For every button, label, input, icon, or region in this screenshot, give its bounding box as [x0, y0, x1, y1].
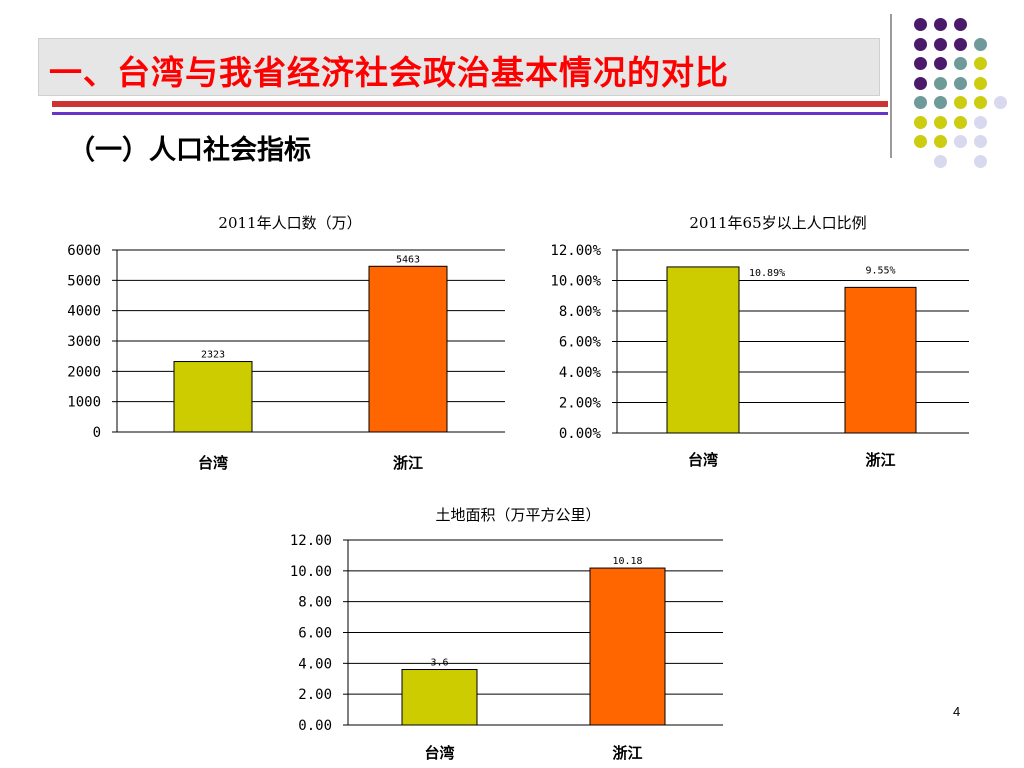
y-tick-label: 0.00 [298, 718, 332, 734]
decor-dot [934, 96, 947, 109]
data-label: 10.89% [749, 268, 785, 279]
decor-dot [974, 115, 987, 129]
decor-dot [954, 76, 967, 90]
data-label: 2323 [201, 350, 225, 361]
bar-taiwan [666, 266, 740, 434]
decor-dot [934, 154, 947, 168]
y-tick-label: 6000 [67, 243, 101, 259]
y-tick-label: 6.00% [559, 335, 602, 351]
slide-title: 一、台湾与我省经济社会政治基本情况的对比 [49, 53, 729, 92]
decor-dot-grid [900, 10, 1020, 170]
y-tick-label: 5000 [67, 273, 101, 289]
y-tick-label: 8.00 [298, 595, 332, 611]
y-tick-label: 4.00 [298, 656, 332, 672]
category-label: 台湾 [688, 451, 718, 469]
decor-dot [974, 37, 987, 51]
decor-dot [914, 135, 927, 148]
bar-zhejiang [368, 265, 448, 433]
chart-svg: 2011年人口数（万） 0 1000 2000 3000 4000 5000 6000 2323… [67, 214, 505, 472]
aged-ratio-chart: 2011年65岁以上人口比例 0.00% 2.00% 4.00% 6.00% 8.00% 1… [520, 200, 990, 485]
decor-dot [954, 135, 967, 148]
decor-dot [954, 57, 967, 70]
decor-dot [954, 96, 967, 109]
decor-dot [914, 96, 927, 109]
decor-dot [934, 115, 947, 129]
y-tick-label: 0.00% [559, 426, 602, 442]
bar-zhejiang [589, 567, 666, 726]
chart-title: 2011年65岁以上人口比例 [689, 214, 866, 232]
y-tick-label: 4.00% [559, 365, 602, 381]
decor-dot [914, 76, 927, 90]
y-tick-label: 10.00 [290, 564, 332, 580]
bar-zhejiang [844, 286, 917, 434]
data-label: 10.18 [612, 556, 642, 567]
decor-dot [914, 57, 927, 70]
decor-dot [914, 37, 927, 51]
decor-dot [934, 37, 947, 51]
y-tick-label: 3000 [67, 334, 101, 350]
bar-taiwan [401, 669, 478, 726]
decor-dot [914, 115, 927, 129]
decor-dot [974, 154, 987, 168]
y-tick-label: 2.00% [559, 396, 602, 412]
chart-svg: 2011年65岁以上人口比例 0.00% 2.00% 4.00% 6.00% 8.00% 1… [550, 214, 969, 469]
decor-dot [954, 115, 967, 129]
decor-dot [934, 57, 947, 70]
y-tick-label: 4000 [67, 304, 101, 320]
decor-dot [934, 135, 947, 148]
title-underline-red [52, 101, 888, 107]
y-tick-label: 12.00 [290, 533, 332, 549]
decor-dot [974, 96, 987, 109]
chart-svg: 土地面积（万平方公里） 0.00 2.00 4.00 6.00 8.00 10.00 12.0… [290, 506, 723, 762]
decor-dot [934, 76, 947, 90]
title-underline-purple [52, 112, 888, 115]
chart-title: 2011年人口数（万） [218, 214, 361, 232]
land-area-chart: 土地面积（万平方公里） 0.00 2.00 4.00 6.00 8.00 10.00 12.0… [240, 490, 740, 768]
page-number: 4 [953, 704, 961, 719]
decor-dot [974, 76, 987, 90]
category-label: 浙江 [865, 451, 895, 469]
category-label: 台湾 [424, 744, 454, 762]
y-tick-label: 2000 [67, 364, 101, 380]
y-tick-label: 0 [93, 425, 101, 441]
y-tick-label: 10.00% [550, 274, 601, 290]
decor-dot [994, 96, 1007, 109]
slide-title-bar: 一、台湾与我省经济社会政治基本情况的对比 [38, 38, 880, 96]
chart-title: 土地面积（万平方公里） [435, 506, 600, 524]
category-label: 浙江 [612, 744, 642, 762]
y-tick-label: 2.00 [298, 687, 332, 703]
decor-dot [914, 18, 927, 31]
data-label: 3.6 [430, 658, 448, 669]
decor-dot [934, 18, 947, 31]
y-tick-label: 12.00% [550, 243, 601, 259]
decor-dot [974, 135, 987, 148]
decor-dot [974, 57, 987, 70]
section-subtitle: （一）人口社会指标 [68, 135, 311, 166]
decor-divider [890, 14, 892, 158]
data-label: 9.55% [865, 265, 895, 276]
y-tick-label: 6.00 [298, 626, 332, 642]
category-label: 浙江 [393, 454, 423, 472]
bar-taiwan [173, 361, 253, 433]
data-label: 5463 [396, 254, 420, 265]
decor-dot [954, 37, 967, 51]
category-label: 台湾 [198, 454, 228, 472]
y-tick-label: 1000 [67, 395, 101, 411]
decor-dot [954, 18, 967, 31]
population-chart: 2011年人口数（万） 0 1000 2000 3000 4000 5000 6000 2323… [30, 200, 520, 485]
y-tick-label: 8.00% [559, 304, 602, 320]
